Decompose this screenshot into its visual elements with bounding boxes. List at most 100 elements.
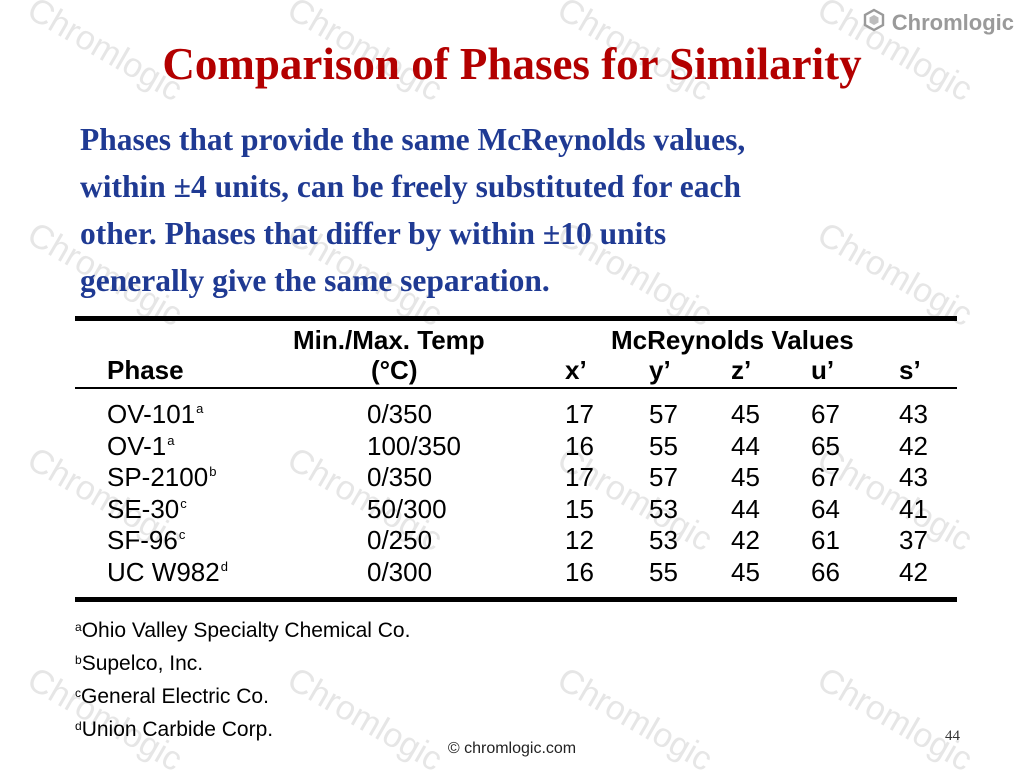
footnote-text: Union Carbide Corp. (81, 718, 274, 741)
table-row: UC W982d 0/300 16 55 45 66 42 (75, 557, 957, 589)
cell-s: 37 (899, 525, 928, 556)
cell-s: 41 (899, 493, 928, 524)
cell-y: 57 (649, 399, 678, 429)
cell-z: 45 (731, 462, 760, 493)
cell-y: 53 (649, 493, 678, 524)
cell-phase: SE-30c (107, 494, 187, 525)
table-row: SP-2100b 0/350 17 57 45 67 43 (75, 462, 957, 494)
cell-z: 42 (731, 525, 760, 556)
footnote-text: Supelco, Inc. (81, 652, 204, 675)
footnote: aOhio Valley Specialty Chemical Co. (75, 614, 410, 647)
table-bottom-rule (75, 596, 957, 602)
footnote-mark: a (196, 401, 204, 416)
intro-line: within ±4 units, can be freely substitut… (80, 169, 742, 204)
cell-z: 45 (731, 399, 760, 429)
cell-y: 53 (649, 525, 678, 556)
footnote-mark: c (178, 527, 186, 543)
header-mcreynolds: McReynolds Values (611, 325, 854, 355)
table-row: OV-1a 100/350 16 55 44 65 42 (75, 431, 957, 463)
header-temp: Min./Max. Temp (293, 325, 485, 355)
cell-u: 66 (811, 556, 840, 587)
cell-temp: 50/300 (367, 493, 447, 524)
cell-u: 67 (811, 462, 840, 493)
slide-title: Comparison of Phases for Similarity (162, 39, 862, 89)
cell-phase: UC W982d (107, 557, 228, 588)
header-phase: Phase (107, 355, 184, 385)
intro-line: Phases that provide the same McReynolds … (80, 122, 746, 157)
phase-name: SF-96 (107, 525, 178, 556)
phase-name: SE-30 (107, 493, 180, 524)
page-number: 44 (945, 728, 960, 744)
brand-name: Chromlogic (891, 10, 1014, 35)
cell-y: 55 (649, 556, 678, 587)
intro-paragraph: Phases that provide the same McReynolds … (80, 116, 960, 304)
footnote-text: Ohio Valley Specialty Chemical Co. (81, 619, 411, 642)
cell-temp: 0/350 (367, 399, 433, 429)
header-temp-unit: (°C) (371, 355, 418, 385)
cell-x: 17 (565, 399, 594, 429)
cell-u: 61 (811, 525, 840, 556)
footnotes: aOhio Valley Specialty Chemical Co. bSup… (75, 614, 410, 746)
cell-u: 64 (811, 493, 840, 524)
cell-s: 42 (899, 430, 928, 461)
intro-line: generally give the same separation. (80, 263, 550, 298)
cell-z: 44 (731, 430, 760, 461)
cell-temp: 100/350 (367, 430, 461, 461)
phase-name: OV-101 (107, 399, 196, 429)
footnote-mark: c (180, 495, 187, 511)
footnote-mark: a (75, 620, 82, 634)
watermark: Chromlogic (811, 660, 979, 779)
cell-u: 65 (811, 430, 840, 461)
phase-name: SP-2100 (107, 462, 209, 493)
hexagon-icon (862, 8, 886, 38)
cell-phase: OV-101a (107, 399, 203, 430)
footnote: dUnion Carbide Corp. (75, 713, 410, 746)
cell-u: 67 (811, 399, 840, 429)
cell-phase: OV-1a (107, 431, 174, 462)
table-row: OV-101a 0/350 17 57 45 67 43 (75, 399, 957, 431)
header-y: y’ (649, 355, 671, 385)
footnote-mark: d (75, 719, 82, 733)
cell-x: 15 (565, 493, 594, 524)
header-z: z’ (731, 355, 752, 385)
watermark: Chromlogic (551, 660, 719, 779)
cell-s: 42 (899, 556, 928, 587)
cell-x: 17 (565, 462, 594, 493)
footnote-text: General Electric Co. (81, 685, 269, 708)
footnote-mark: b (209, 464, 217, 480)
cell-z: 44 (731, 493, 760, 524)
table-body: OV-101a 0/350 17 57 45 67 43 OV-1a 100/3… (75, 389, 957, 597)
table-header-rule (75, 387, 957, 389)
footnote-mark: d (220, 558, 228, 574)
cell-z: 45 (731, 556, 760, 587)
cell-x: 16 (565, 430, 594, 461)
footnote: bSupelco, Inc. (75, 647, 410, 680)
table-top-rule (75, 316, 957, 321)
table-header: Min./Max. Temp McReynolds Values Phase (… (75, 321, 957, 387)
cell-s: 43 (899, 399, 928, 429)
cell-temp: 0/300 (367, 556, 433, 587)
table-row: SE-30c 50/300 15 53 44 64 41 (75, 494, 957, 526)
cell-x: 16 (565, 556, 594, 587)
footnote-mark: c (75, 686, 81, 700)
cell-temp: 0/350 (367, 462, 433, 493)
footnote-mark: b (75, 653, 82, 667)
footnote-mark: a (167, 432, 175, 448)
copyright-notice: © chromlogic.com (447, 740, 577, 757)
brand-logo: Chromlogic (862, 8, 1014, 38)
cell-temp: 0/250 (367, 525, 433, 556)
cell-s: 43 (899, 462, 928, 493)
header-u: u’ (811, 355, 835, 385)
cell-y: 57 (649, 462, 678, 493)
cell-x: 12 (565, 525, 594, 556)
header-x: x’ (565, 355, 587, 385)
cell-phase: SP-2100b (107, 462, 216, 493)
phase-name: UC W982 (107, 556, 220, 587)
phase-comparison-table: Min./Max. Temp McReynolds Values Phase (… (75, 316, 957, 602)
cell-phase: SF-96c (107, 525, 185, 556)
cell-y: 55 (649, 430, 678, 461)
phase-name: OV-1 (107, 430, 167, 461)
intro-line: other. Phases that differ by within ±10 … (80, 216, 667, 251)
footnote: cGeneral Electric Co. (75, 680, 410, 713)
header-s: s’ (899, 355, 921, 385)
